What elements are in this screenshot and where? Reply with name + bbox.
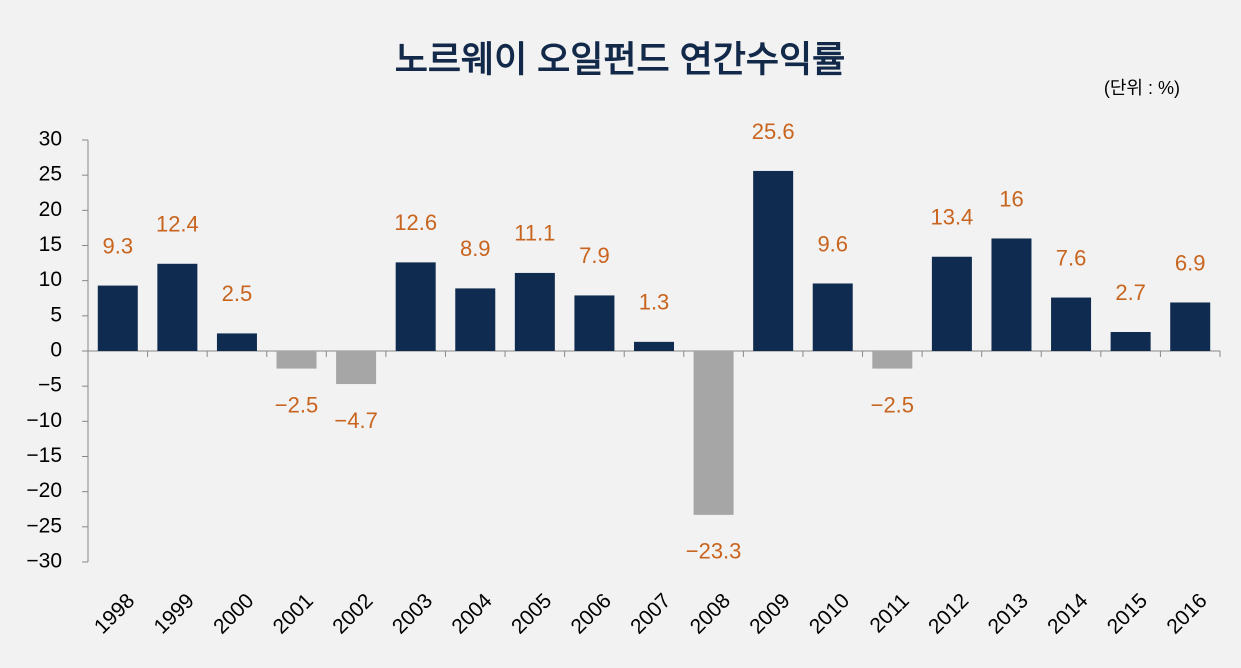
bar xyxy=(693,351,734,515)
y-tick-label: −30 xyxy=(26,550,62,573)
value-label: 16 xyxy=(999,186,1023,211)
x-tick-label: 2003 xyxy=(388,589,437,638)
value-label: 12.6 xyxy=(394,210,437,235)
value-label: 1.3 xyxy=(639,290,670,315)
x-tick-label: 2013 xyxy=(984,589,1033,638)
bar xyxy=(455,288,496,351)
value-label: 7.9 xyxy=(579,243,610,268)
y-tick-label: 15 xyxy=(39,233,62,256)
x-tick-label: 2005 xyxy=(507,589,556,638)
bar xyxy=(634,341,674,351)
x-tick-label: 2000 xyxy=(209,589,258,638)
chart-title: 노르웨이 오일펀드 연간수익률 xyxy=(395,39,846,80)
bar xyxy=(931,256,972,351)
y-tick-label: −10 xyxy=(26,409,62,432)
bar xyxy=(336,351,377,385)
x-tick-label: 2016 xyxy=(1162,589,1211,638)
x-tick-label: 2007 xyxy=(626,589,675,638)
x-tick-label: 2006 xyxy=(567,589,616,638)
bar xyxy=(157,263,198,351)
value-label: 13.4 xyxy=(930,205,973,230)
x-tick-label: 2015 xyxy=(1103,589,1152,638)
x-tick-label: 2014 xyxy=(1043,589,1093,639)
value-label: 7.6 xyxy=(1056,245,1087,270)
bar xyxy=(395,262,436,351)
x-tick-label: 2008 xyxy=(686,589,735,638)
bar xyxy=(812,283,853,351)
y-tick-label: −15 xyxy=(26,444,62,467)
bar xyxy=(216,333,257,351)
bar xyxy=(574,295,615,351)
value-label: 9.6 xyxy=(817,231,848,256)
y-tick-label: −20 xyxy=(26,479,62,502)
y-tick-label: 0 xyxy=(50,339,62,362)
y-tick-label: 25 xyxy=(39,163,62,186)
value-label: 8.9 xyxy=(460,236,491,261)
bar xyxy=(991,238,1032,351)
y-tick-label: −5 xyxy=(38,374,62,397)
value-label: −2.5 xyxy=(275,392,318,417)
y-tick-label: 5 xyxy=(50,303,62,326)
x-tick-label: 1998 xyxy=(90,589,139,638)
x-tick-label: 2011 xyxy=(866,589,914,637)
value-label: 11.1 xyxy=(514,221,555,246)
bar xyxy=(1051,297,1092,351)
value-label: 25.6 xyxy=(752,119,795,144)
bar xyxy=(1110,332,1151,351)
x-tick-label: 2001 xyxy=(269,589,318,638)
value-label: 12.4 xyxy=(156,212,199,237)
x-tick-label: 2004 xyxy=(447,589,497,639)
bar xyxy=(1170,302,1211,351)
bar xyxy=(872,351,913,369)
value-label: −4.7 xyxy=(334,408,377,433)
value-label: 2.5 xyxy=(222,281,253,306)
y-tick-label: 10 xyxy=(39,268,62,291)
unit-label: (단위 : %) xyxy=(1104,78,1180,98)
x-tick-label: 2002 xyxy=(328,589,377,638)
bar xyxy=(753,170,794,351)
value-label: −2.5 xyxy=(871,392,914,417)
value-label: 6.9 xyxy=(1175,250,1206,275)
x-tick-label: 2009 xyxy=(745,589,794,638)
bar xyxy=(276,351,317,369)
bar xyxy=(514,272,555,351)
y-tick-label: 20 xyxy=(39,198,62,221)
value-label: 2.7 xyxy=(1115,280,1146,305)
bar xyxy=(97,285,138,351)
x-tick-label: 1999 xyxy=(150,589,199,638)
value-label: 9.3 xyxy=(102,233,133,258)
x-tick-label: 2012 xyxy=(924,589,973,638)
y-tick-label: 30 xyxy=(39,128,62,151)
x-tick-label: 2010 xyxy=(805,589,854,638)
value-label: −23.3 xyxy=(686,539,742,564)
y-tick-label: −25 xyxy=(26,514,62,537)
